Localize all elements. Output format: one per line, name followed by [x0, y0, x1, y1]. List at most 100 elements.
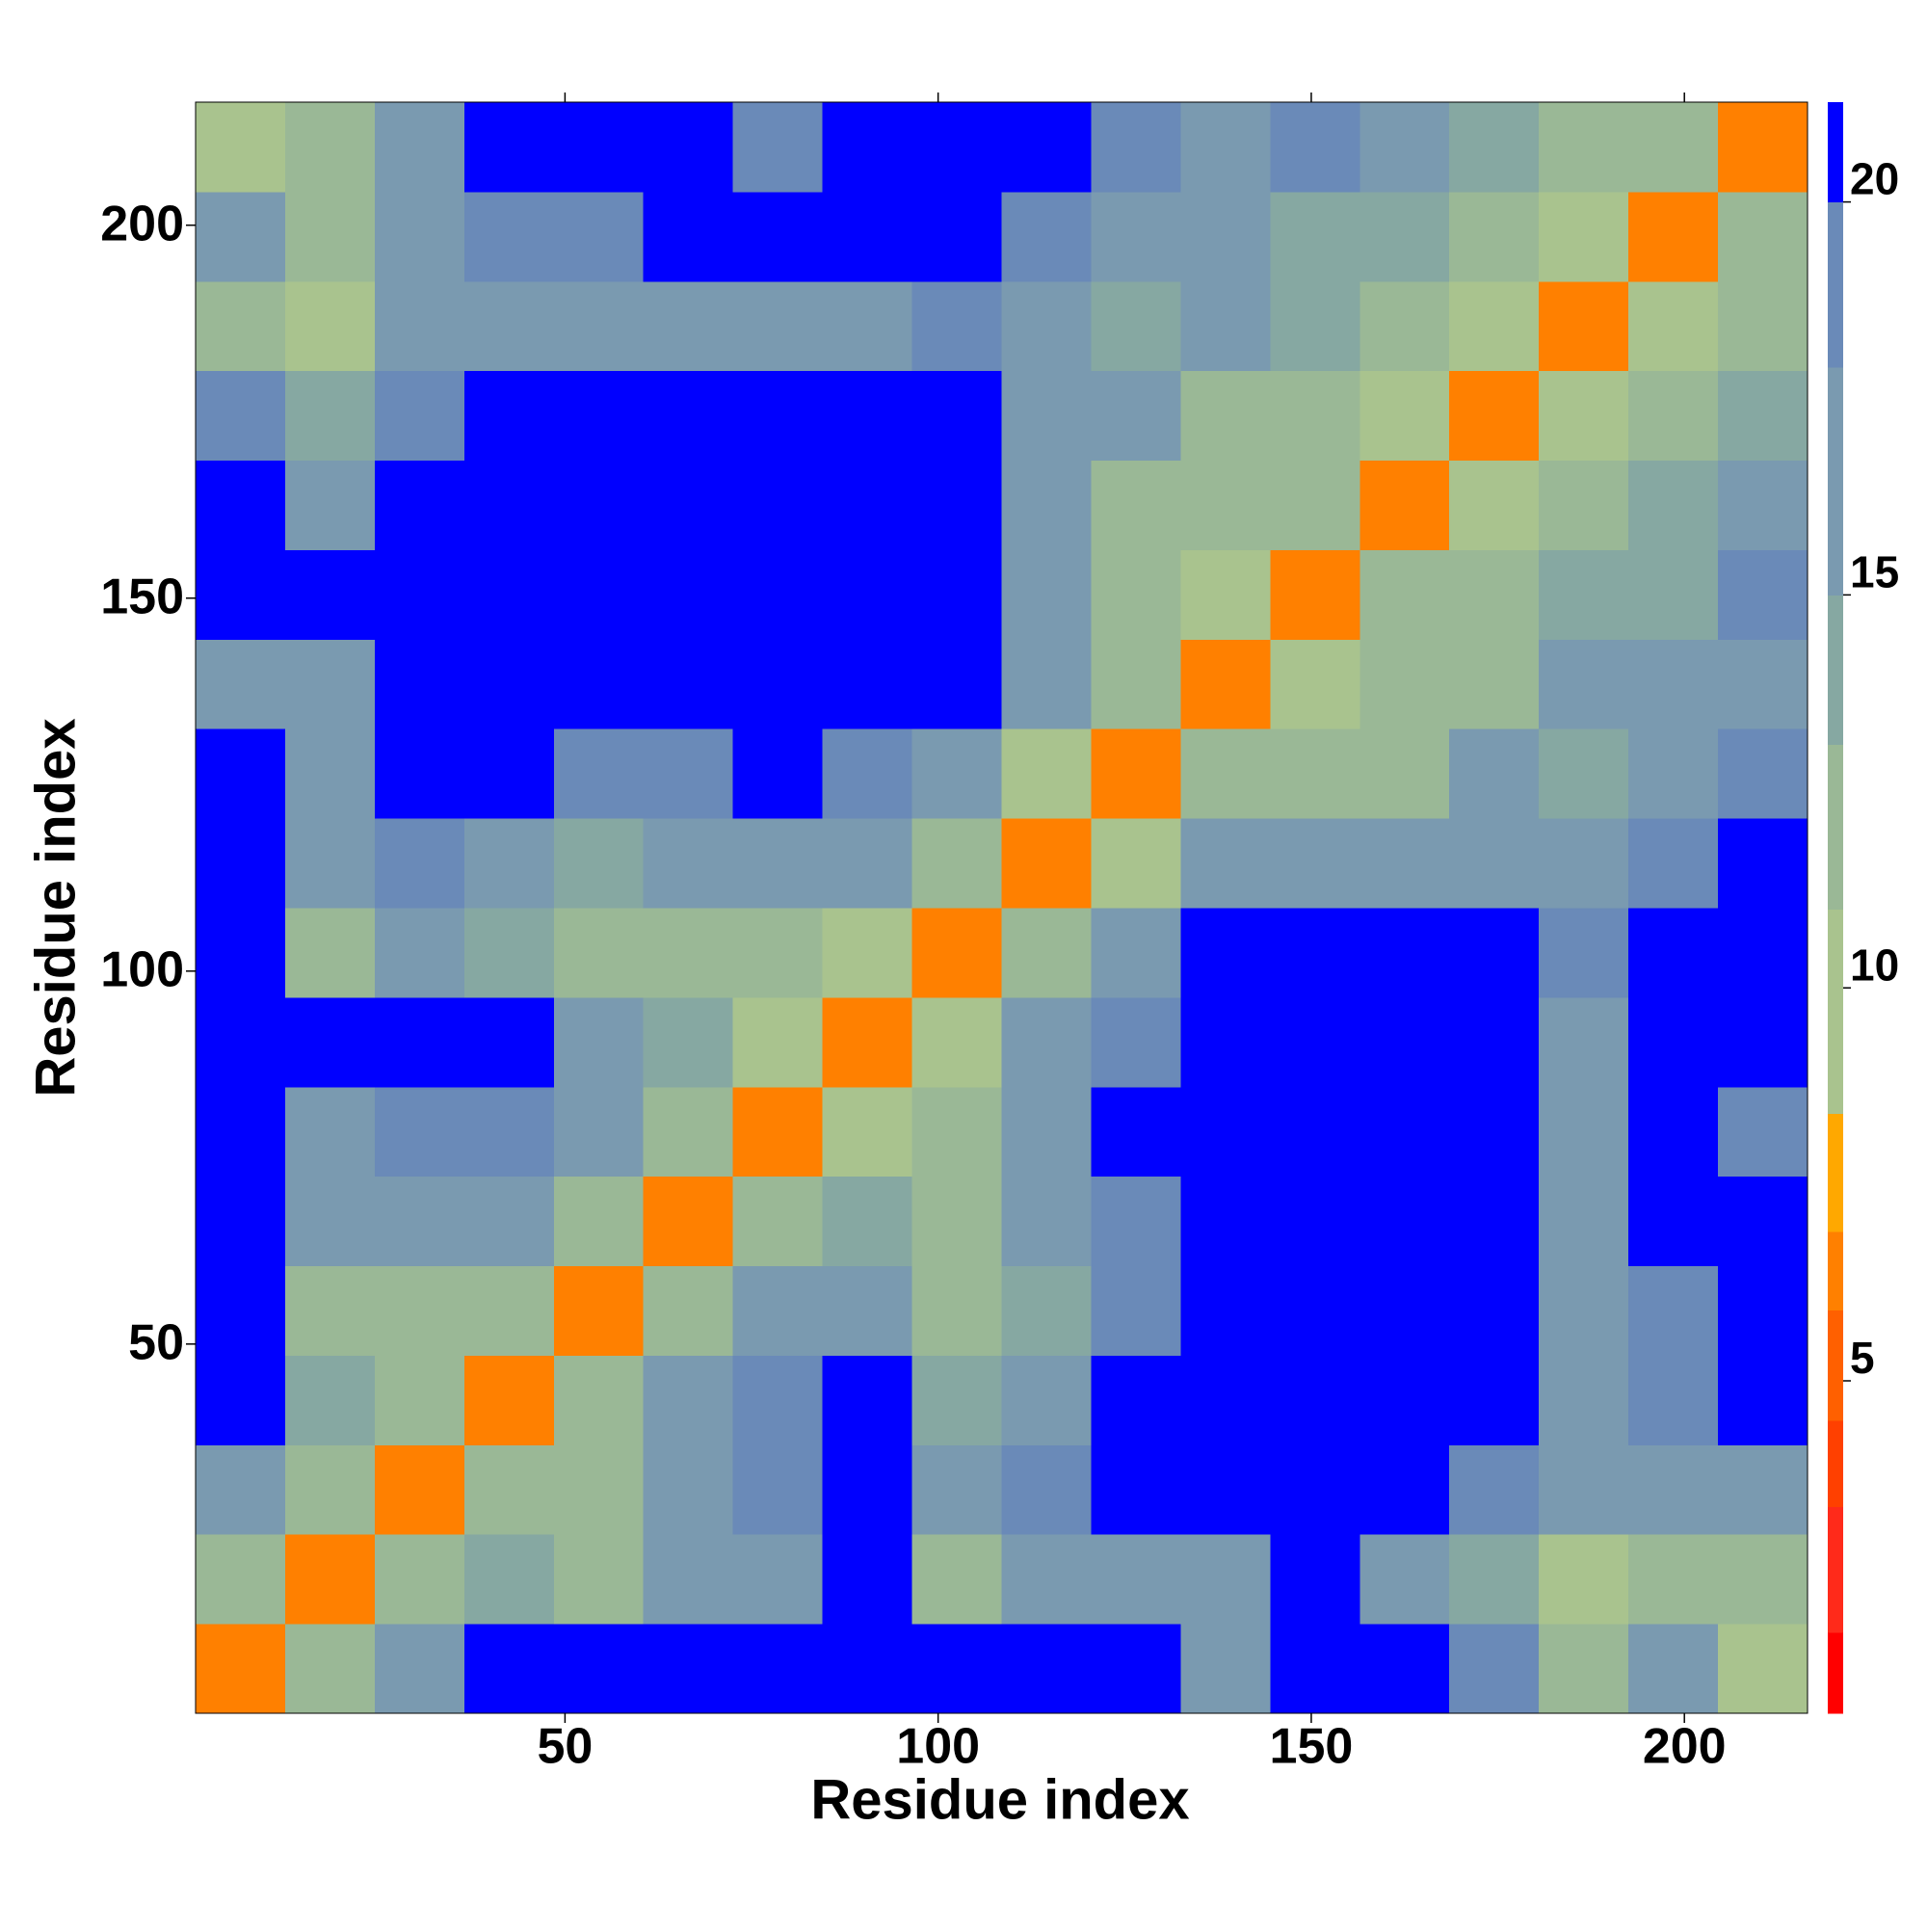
heatmap-cell: [1628, 996, 1719, 1088]
heatmap-cell: [284, 996, 376, 1088]
heatmap-cell: [553, 191, 645, 282]
colorbar-segment: [1828, 744, 1843, 911]
heatmap-cell: [1270, 1355, 1360, 1445]
heatmap-cell: [1180, 639, 1271, 729]
heatmap-cell: [1449, 1534, 1540, 1625]
heatmap-cell: [374, 728, 465, 819]
heatmap-cell: [1180, 818, 1271, 909]
heatmap-cell: [1718, 908, 1808, 998]
heatmap-cell: [374, 549, 465, 640]
heatmap-cell: [1091, 639, 1181, 729]
heatmap-cell: [1539, 460, 1629, 550]
heatmap-cell: [1449, 191, 1540, 282]
heatmap-cell: [1270, 370, 1360, 462]
heatmap-cell: [1359, 191, 1450, 282]
heatmap-cell: [822, 102, 913, 193]
heatmap-cell: [553, 370, 645, 462]
heatmap-cell: [1359, 1355, 1450, 1445]
heatmap-cell: [1001, 908, 1092, 998]
heatmap-cell: [1449, 639, 1540, 729]
heatmap-cell: [284, 728, 376, 819]
heatmap-cell: [1270, 1265, 1360, 1356]
heatmap-cell: [643, 549, 734, 640]
heatmap-cell: [1270, 549, 1360, 640]
heatmap-cell: [643, 191, 734, 282]
heatmap-cell: [463, 1444, 555, 1535]
heatmap-cell: [463, 460, 555, 550]
heatmap-cell: [822, 1086, 913, 1178]
heatmap-cell: [822, 1355, 913, 1445]
heatmap-cell: [911, 549, 1002, 640]
heatmap-cell: [822, 370, 913, 462]
heatmap-cell: [1091, 460, 1181, 550]
heatmap-cell: [1001, 1355, 1092, 1445]
heatmap-cell: [1718, 639, 1808, 729]
heatmap-cell: [1001, 1624, 1092, 1714]
heatmap-cell: [1539, 1534, 1629, 1625]
heatmap-cell: [1359, 1534, 1450, 1625]
heatmap-cell: [1628, 191, 1719, 282]
heatmap-cell: [1270, 996, 1360, 1088]
heatmap-cell: [1359, 996, 1450, 1088]
heatmap-cell: [732, 1265, 824, 1356]
heatmap-cell: [463, 728, 555, 819]
heatmap-cell: [911, 102, 1002, 193]
heatmap-cell: [553, 460, 645, 550]
heatmap-cell: [1180, 1086, 1271, 1178]
colorbar-segment: [1828, 366, 1843, 595]
heatmap-cell: [463, 639, 555, 729]
heatmap-cell: [1718, 460, 1808, 550]
heatmap-cell: [1091, 1534, 1181, 1625]
heatmap-cell: [1539, 996, 1629, 1088]
heatmap-cell: [822, 818, 913, 909]
heatmap-cell: [643, 1355, 734, 1445]
heatmap-cell: [374, 1624, 465, 1714]
heatmap-cell: [1001, 639, 1092, 729]
colorbar-segment: [1828, 1631, 1843, 1714]
heatmap-cell: [732, 728, 824, 819]
colorbar-tick-label: 5: [1850, 1333, 1875, 1383]
heatmap-cell: [1449, 460, 1540, 550]
heatmap-cell: [1001, 818, 1092, 909]
heatmap-cell: [1001, 1534, 1092, 1625]
heatmap-cell: [196, 908, 286, 998]
heatmap-cell: [1718, 280, 1808, 372]
heatmap-cell: [1539, 1176, 1629, 1267]
heatmap-cell: [1539, 639, 1629, 729]
heatmap-cell: [1539, 1086, 1629, 1178]
heatmap-cell: [196, 1086, 286, 1178]
heatmap-cell: [1449, 1086, 1540, 1178]
heatmap-cell: [1539, 728, 1629, 819]
heatmap-cell: [553, 1444, 645, 1535]
heatmap-cell: [374, 370, 465, 462]
heatmap-cell: [1359, 460, 1450, 550]
heatmap-cell: [196, 102, 286, 193]
heatmap-cell: [196, 549, 286, 640]
heatmap-cell: [732, 549, 824, 640]
heatmap-cell: [643, 996, 734, 1088]
heatmap-cell: [643, 460, 734, 550]
heatmap-cell: [732, 191, 824, 282]
heatmap-cell: [1001, 191, 1092, 282]
x-axis-title: Residue index: [810, 1768, 1189, 1831]
heatmap-cell: [1359, 1444, 1450, 1535]
heatmap-cell: [1539, 191, 1629, 282]
heatmap-cell: [1091, 549, 1181, 640]
heatmap-cell: [463, 191, 555, 282]
heatmap-cell: [1718, 102, 1808, 193]
heatmap-cell: [911, 280, 1002, 372]
heatmap-cell: [1359, 370, 1450, 462]
heatmap-cell: [1628, 1624, 1719, 1714]
heatmap-cell: [196, 370, 286, 462]
heatmap-cell: [1359, 908, 1450, 998]
heatmap-cell: [732, 370, 824, 462]
plot-frame: [195, 101, 1808, 1714]
heatmap-cell: [1449, 102, 1540, 193]
heatmap-cell: [643, 1176, 734, 1267]
heatmap-cell: [1001, 1444, 1092, 1535]
heatmap-cell: [911, 1086, 1002, 1178]
heatmap-cell: [1091, 908, 1181, 998]
colorbar-segment: [1828, 909, 1843, 1115]
heatmap-cell: [822, 549, 913, 640]
heatmap-cell: [1091, 1355, 1181, 1445]
